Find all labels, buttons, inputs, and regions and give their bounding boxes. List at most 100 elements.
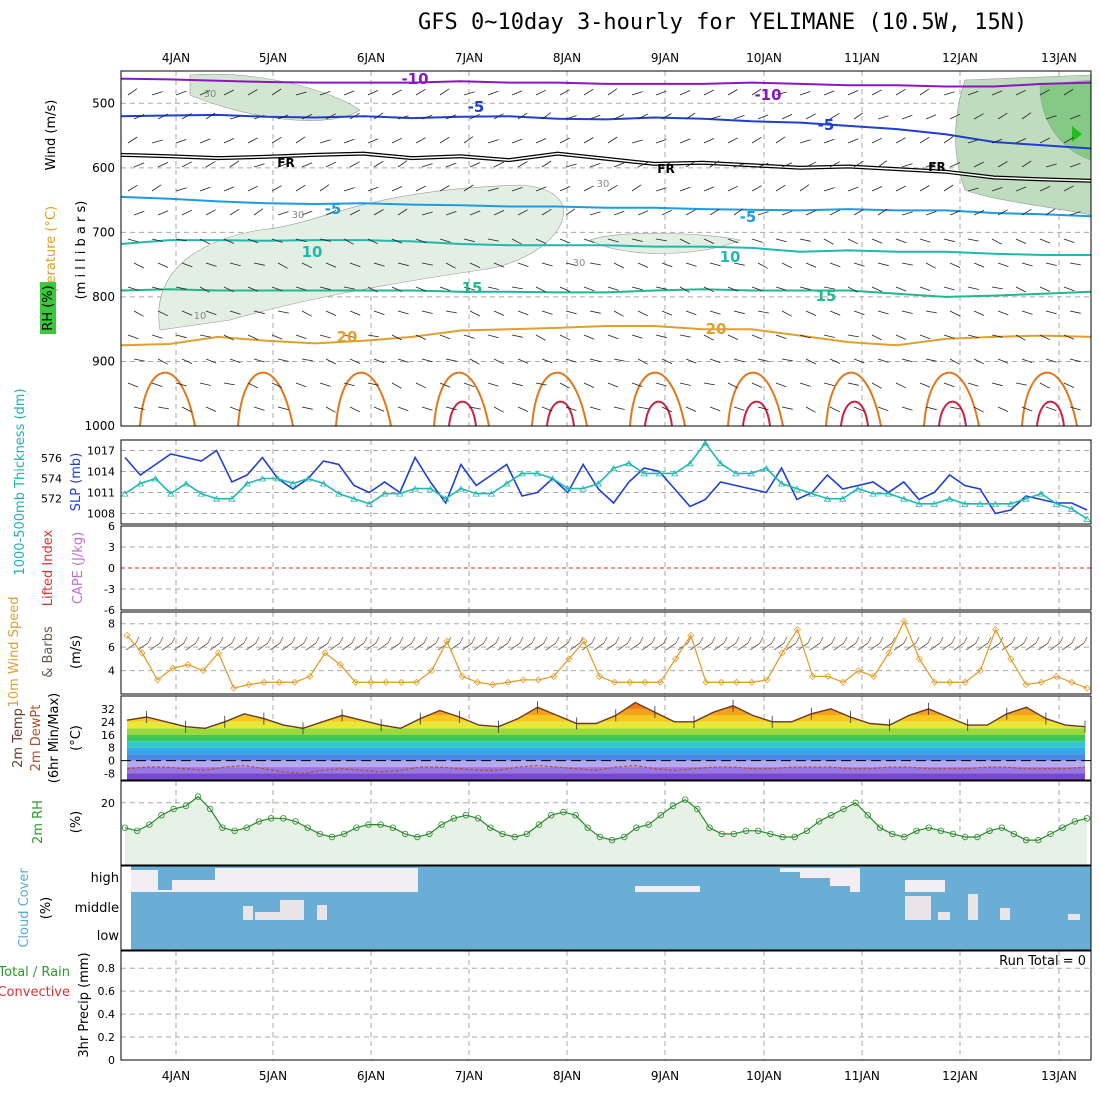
barb-10m-flag xyxy=(399,636,404,644)
pressure-tick-label: 600 xyxy=(92,161,115,175)
wind-barb xyxy=(373,160,384,168)
wind-barb xyxy=(949,210,961,216)
barb-10m xyxy=(221,642,233,651)
wind-barb xyxy=(589,211,601,216)
wind-barb xyxy=(229,160,240,168)
rh-fill xyxy=(125,796,1087,865)
cloud-middle-gap xyxy=(317,905,327,920)
thickness-marker xyxy=(747,470,755,477)
panel-frame-2 xyxy=(120,439,1092,525)
wind-barb xyxy=(1045,163,1057,168)
wind-speed-marker xyxy=(961,678,969,686)
barb-10m-flag xyxy=(171,636,176,644)
wind-barb xyxy=(631,184,642,192)
wind-barb xyxy=(949,358,960,365)
wind-barb xyxy=(223,382,235,386)
wind-barb xyxy=(253,358,265,363)
wind-barb xyxy=(991,138,1003,144)
barb-10m xyxy=(521,642,533,651)
rh-marker xyxy=(1071,818,1078,825)
barb-10m-flag xyxy=(591,636,596,644)
contour-label: FR xyxy=(657,162,674,176)
temp-band xyxy=(127,773,1085,780)
rh-marker xyxy=(657,812,664,819)
wind-barb xyxy=(469,262,481,268)
wind-speed-marker xyxy=(473,678,482,686)
wind-barb xyxy=(511,187,523,192)
wind-barb xyxy=(631,91,643,96)
wind-speed-marker xyxy=(230,684,238,692)
wind-barb xyxy=(367,382,379,386)
wind-speed-marker xyxy=(1083,684,1091,692)
wind-barb xyxy=(565,310,577,315)
warm-contour xyxy=(237,371,294,426)
thickness-marker xyxy=(426,485,435,492)
li-tick-label: -6 xyxy=(104,604,115,617)
wind-barb xyxy=(157,310,169,317)
wind-barb xyxy=(703,89,714,96)
contour-label: -5 xyxy=(325,200,342,218)
thickness-marker xyxy=(243,480,251,487)
wind-barb xyxy=(199,138,211,144)
wind-barb xyxy=(271,185,282,192)
wind-barb xyxy=(607,88,618,96)
wind-barb xyxy=(967,90,979,96)
wind-barb xyxy=(631,139,643,144)
barb-10m-flag xyxy=(159,636,164,644)
thickness-marker xyxy=(609,465,618,472)
wind-barb xyxy=(439,286,451,291)
date-label-top: 4JAN xyxy=(162,51,190,65)
barb-10m-flag xyxy=(435,636,440,644)
slp-tick-label: 1014 xyxy=(87,466,115,479)
wind-barb xyxy=(181,310,193,316)
wind-barb xyxy=(781,262,793,269)
rh-marker xyxy=(523,830,530,838)
wind-speed-marker xyxy=(412,678,421,686)
temp-band xyxy=(121,696,1091,702)
wind-barb xyxy=(253,163,265,168)
wind-barb xyxy=(493,210,505,216)
barb-10m-flag xyxy=(903,636,908,644)
wind-barb xyxy=(877,208,888,216)
wind-barb xyxy=(391,186,403,192)
wind-barb xyxy=(151,184,162,192)
barb-10m-flag xyxy=(951,636,956,644)
barb-10m-flag xyxy=(363,636,368,644)
wind-barb xyxy=(1045,262,1057,266)
contour-label: 20 xyxy=(706,320,727,338)
wind-barb xyxy=(727,137,738,144)
wind-barb xyxy=(223,89,234,96)
rh-marker xyxy=(535,821,543,828)
slp-tick-label: 1017 xyxy=(87,445,115,458)
rh-marker xyxy=(121,824,129,831)
wind-barb xyxy=(559,186,571,192)
wind-barb xyxy=(967,187,979,192)
wind-barb xyxy=(1021,262,1033,267)
wind-barb xyxy=(367,238,379,245)
wind-barb xyxy=(997,161,1008,168)
barb-10m-flag xyxy=(771,636,776,644)
wind-barb xyxy=(199,334,211,338)
wind-barb xyxy=(727,286,739,292)
wind-barb xyxy=(583,382,595,388)
wind-barb xyxy=(871,238,883,244)
rh-marker xyxy=(438,821,445,828)
temp-band xyxy=(127,708,1085,716)
wind-barb xyxy=(631,382,643,387)
wind-barb xyxy=(919,334,931,340)
wind-barb xyxy=(1045,310,1057,315)
wind-barb xyxy=(949,310,960,317)
thickness-marker xyxy=(502,480,511,487)
wind-speed-marker xyxy=(1007,655,1015,663)
wind-barb xyxy=(973,161,984,168)
wind-speed-marker xyxy=(245,681,253,689)
rh2m-axis-title: 2m RH xyxy=(31,800,46,844)
wind-barb xyxy=(583,334,595,340)
cloud-high-gap xyxy=(780,868,860,892)
wind-barb xyxy=(157,162,169,168)
barb-10m-flag xyxy=(795,636,800,644)
thickness-marker xyxy=(900,495,908,502)
warm-contour xyxy=(531,371,588,426)
wind-barb xyxy=(541,160,552,168)
wind-barb xyxy=(535,89,547,96)
